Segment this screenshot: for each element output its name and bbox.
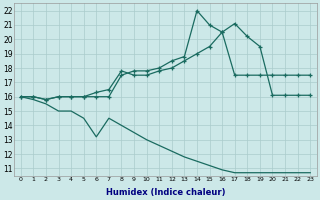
X-axis label: Humidex (Indice chaleur): Humidex (Indice chaleur) [106, 188, 225, 197]
